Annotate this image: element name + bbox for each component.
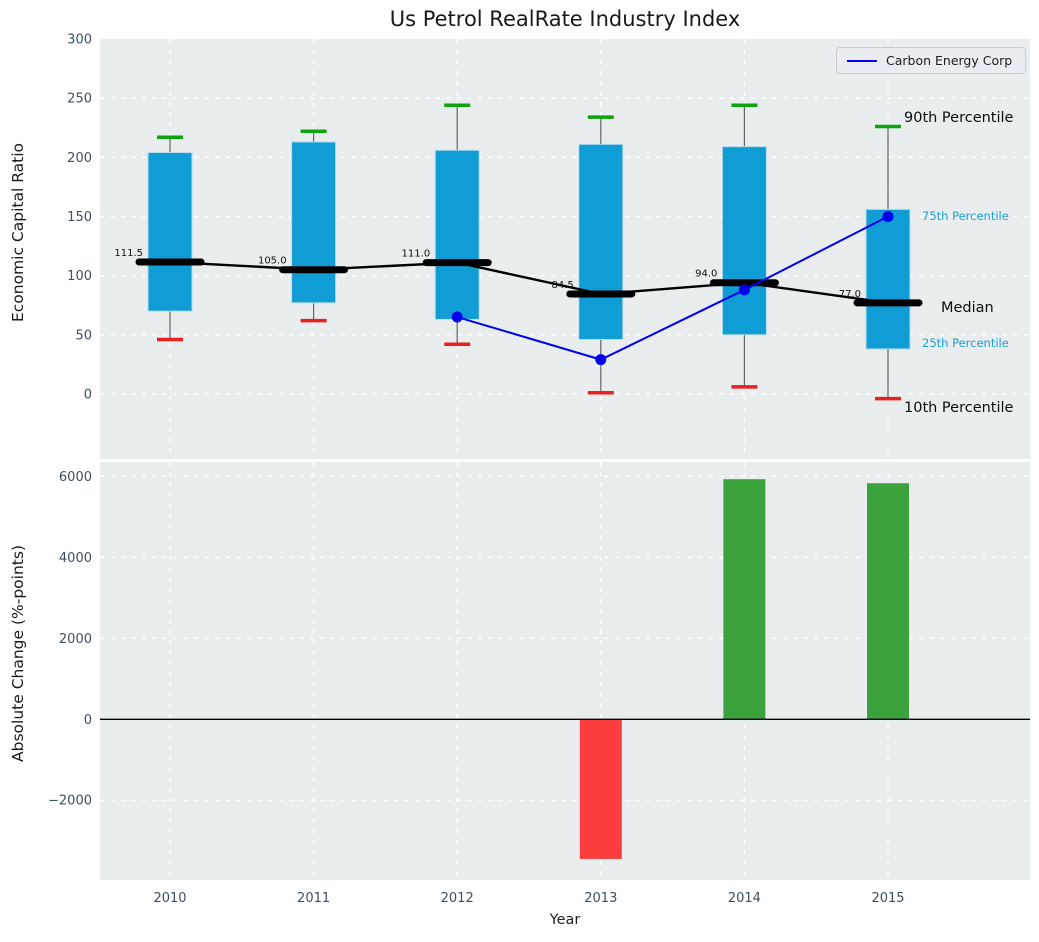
x-axis-label: Year — [549, 912, 581, 928]
median-value-label-2010: 111.5 — [114, 248, 143, 259]
median-value-label-2012: 111.0 — [402, 249, 431, 260]
median-value-label-2014: 94.0 — [695, 269, 717, 280]
x-tick-label: 2011 — [297, 891, 330, 906]
percentile-box-2012 — [434, 149, 480, 320]
y-axis-label-top: Economic Capital Ratio — [9, 143, 27, 323]
annotation-10th-percentile: 10th Percentile — [904, 400, 1014, 416]
y-tick-label-top: 200 — [67, 151, 92, 166]
chart-title: Us Petrol RealRate Industry Index — [389, 7, 741, 31]
y-tick-label-top: 300 — [67, 33, 92, 48]
y-tick-label-top: 150 — [67, 210, 92, 225]
x-tick-label: 2014 — [728, 891, 761, 906]
company-marker-2012 — [451, 311, 463, 323]
company-marker-2014 — [738, 284, 750, 296]
legend-label: Carbon Energy Corp — [886, 53, 1013, 68]
annotation-25th-percentile: 25th Percentile — [922, 336, 1009, 350]
y-tick-label-top: 100 — [67, 269, 92, 284]
legend-line-sample — [847, 59, 877, 62]
annotation-median: Median — [941, 300, 994, 316]
x-tick-label: 2010 — [153, 891, 186, 906]
company-line — [456, 215, 889, 361]
y-tick-label-top: 250 — [67, 92, 92, 107]
company-marker-2015 — [882, 210, 894, 222]
percentile-box-2010 — [147, 152, 193, 312]
y-tick-label-bottom: 2000 — [59, 632, 92, 647]
y-tick-label-bottom: 4000 — [59, 551, 92, 566]
percentile-box-2013 — [578, 143, 624, 341]
x-tick-label: 2012 — [441, 891, 474, 906]
median-value-label-2011: 105.0 — [258, 256, 287, 267]
median-value-label-2015: 77.0 — [839, 289, 861, 300]
x-tick-label: 2015 — [871, 891, 904, 906]
percentile-box-2014 — [721, 146, 767, 336]
percentile-box-2011 — [291, 141, 337, 304]
y-tick-label-top: 50 — [75, 328, 92, 343]
y-tick-label-bottom: 0 — [84, 713, 92, 728]
change-bar-2013 — [579, 719, 622, 859]
company-marker-2013 — [595, 354, 607, 366]
percentile-box-2015 — [865, 208, 911, 350]
annotation-90th-percentile: 90th Percentile — [904, 110, 1014, 126]
annotation-75th-percentile: 75th Percentile — [922, 209, 1009, 223]
y-tick-label-bottom: −2000 — [48, 794, 92, 809]
median-value-label-2013: 84.5 — [552, 280, 574, 291]
change-bar-2015 — [867, 483, 909, 720]
y-tick-label-bottom: 6000 — [59, 470, 92, 485]
y-tick-label-top: 0 — [84, 387, 92, 402]
legend: Carbon Energy Corp — [836, 47, 1026, 74]
change-bar-2014 — [723, 479, 766, 720]
y-axis-label-bottom: Absolute Change (%-points) — [9, 545, 27, 762]
x-tick-label: 2013 — [584, 891, 617, 906]
